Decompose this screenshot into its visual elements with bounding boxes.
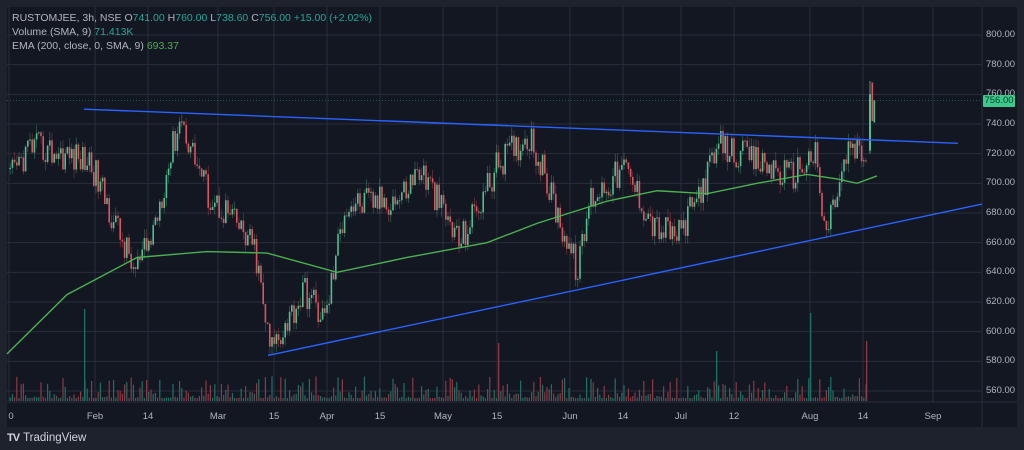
time-tick-label: 15 bbox=[374, 411, 386, 422]
open-value: 741.00 bbox=[132, 12, 165, 24]
time-tick-label: Jun bbox=[562, 411, 578, 422]
price-tick-label: 760.00 bbox=[986, 88, 1016, 100]
time-tick-label: 0 bbox=[8, 411, 14, 422]
low-value: 738.60 bbox=[216, 12, 249, 24]
volume-indicator-label[interactable]: Volume (SMA, 9) bbox=[12, 26, 92, 38]
symbol-label[interactable]: RUSTOMJEE, 3h, NSE bbox=[12, 12, 122, 24]
time-tick-label: 12 bbox=[728, 411, 740, 422]
price-tick-label: 700.00 bbox=[986, 177, 1016, 189]
time-tick-label: Sep bbox=[924, 411, 942, 422]
low-label: L bbox=[210, 12, 217, 24]
close-value: 756.00 bbox=[258, 12, 291, 24]
high-label: H bbox=[167, 12, 176, 24]
change-value: +15.00 (+2.02%) bbox=[293, 12, 373, 24]
tradingview-brand[interactable]: TV TradingView bbox=[7, 432, 86, 444]
high-value: 760.00 bbox=[175, 12, 208, 24]
price-tick-label: 580.00 bbox=[986, 355, 1016, 367]
time-tick-label: Feb bbox=[86, 411, 104, 422]
ema-indicator-value: 693.37 bbox=[146, 40, 179, 52]
last-price-tag: 756.00 bbox=[983, 95, 1015, 107]
price-tick-label: 720.00 bbox=[986, 147, 1016, 159]
time-tick-label: 14 bbox=[142, 411, 154, 422]
price-tick-label: 600.00 bbox=[986, 325, 1016, 337]
chart-frame bbox=[7, 7, 1017, 427]
time-tick-label: 15 bbox=[491, 411, 503, 422]
volume-indicator-value: 71.413K bbox=[94, 26, 134, 38]
price-tick-label: 740.00 bbox=[986, 117, 1016, 129]
ohlc-row: RUSTOMJEE, 3h, NSE O741.00 H760.00 L738.… bbox=[12, 11, 372, 25]
volume-row: Volume (SMA, 9) 71.413K bbox=[12, 25, 372, 39]
time-tick-label: Jul bbox=[674, 411, 688, 422]
price-tick-label: 680.00 bbox=[986, 206, 1016, 218]
open-label: O bbox=[124, 12, 133, 24]
time-tick-label: May bbox=[434, 411, 452, 422]
time-tick-label: Aug bbox=[801, 411, 819, 422]
price-tick-label: 800.00 bbox=[986, 29, 1016, 40]
chart-legend: RUSTOMJEE, 3h, NSE O741.00 H760.00 L738.… bbox=[12, 11, 372, 53]
brand-name: TradingView bbox=[23, 432, 87, 444]
price-tick-label: 620.00 bbox=[986, 295, 1016, 307]
price-tick-label: 780.00 bbox=[986, 58, 1016, 70]
close-label: C bbox=[251, 12, 259, 24]
price-tick-label: 660.00 bbox=[986, 236, 1016, 248]
time-tick-label: 14 bbox=[857, 411, 869, 422]
tradingview-logo-icon: TV bbox=[7, 432, 20, 444]
ema-row: EMA (200, close, 0, SMA, 9) 693.37 bbox=[12, 39, 372, 53]
time-tick-label: Apr bbox=[319, 411, 335, 422]
ema-indicator-label[interactable]: EMA (200, close, 0, SMA, 9) bbox=[12, 40, 144, 52]
time-tick-label: Mar bbox=[209, 411, 227, 422]
time-tick-label: 15 bbox=[268, 411, 280, 422]
price-tick-label: 560.00 bbox=[986, 384, 1016, 396]
price-tick-label: 640.00 bbox=[986, 266, 1016, 278]
time-tick-label: 14 bbox=[617, 411, 629, 422]
